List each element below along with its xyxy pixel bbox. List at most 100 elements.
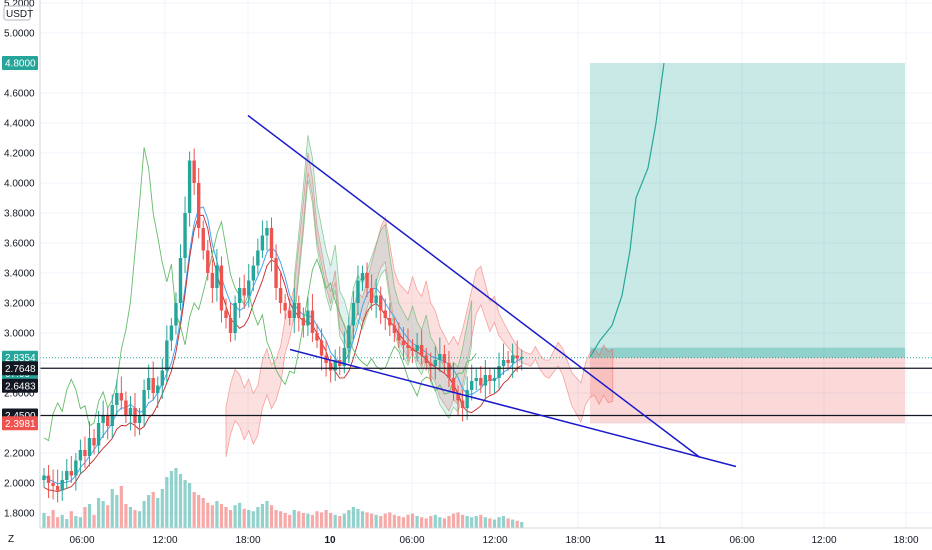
volume-bar [420, 517, 424, 528]
volume-bar [97, 498, 101, 528]
candle-body [219, 265, 224, 311]
horizontal-levels[interactable] [40, 357, 932, 417]
volume-bar [315, 511, 319, 528]
candle-body [483, 375, 488, 386]
volume-bar [370, 513, 374, 528]
lagging-span [43, 147, 477, 442]
volume-bar [137, 511, 142, 528]
candle-body [451, 378, 456, 393]
volume-bar [374, 514, 378, 528]
x-tick-label: 12:00 [482, 535, 507, 546]
volume-bar [78, 517, 82, 528]
volume-bar [206, 502, 210, 528]
volume-bar [60, 514, 64, 528]
candle-body [438, 354, 442, 360]
volume-bar [219, 504, 224, 528]
candle-body [74, 460, 78, 476]
volume-bar [251, 511, 255, 528]
candle-body [201, 228, 205, 251]
volume-bar [238, 502, 242, 528]
volume-bar [283, 513, 287, 528]
candle-body [46, 475, 51, 483]
volume-bar [74, 516, 78, 528]
candle-body [406, 345, 410, 348]
candle-body [328, 363, 333, 371]
price-axis[interactable]: 1.80002.00002.20002.40002.60002.80003.00… [0, 0, 41, 550]
volume-bar [360, 511, 365, 528]
candle-body [96, 423, 101, 446]
y-tick-label: 3.0000 [4, 329, 35, 340]
volume-bar [56, 517, 60, 528]
candle-body [206, 250, 210, 273]
y-tick-label: 5.2000 [4, 0, 35, 10]
y-tick-label: 2.0000 [4, 479, 35, 490]
trendlines[interactable] [247, 114, 737, 468]
candle-body [315, 333, 319, 341]
candle-body [474, 378, 478, 381]
candle-body [106, 415, 110, 426]
entry-band [590, 347, 905, 358]
candle-body [115, 393, 119, 405]
currency-box [3, 5, 31, 21]
volume-bar [392, 514, 396, 528]
y-tick-label: 4.0000 [4, 179, 35, 190]
volume-bar [479, 514, 483, 528]
y-tick-label: 2.2000 [4, 449, 35, 460]
volume-bar [46, 516, 51, 528]
candle-body [51, 483, 55, 486]
volume-bar [410, 513, 415, 528]
candle-body [479, 378, 483, 386]
candle-body [374, 295, 378, 303]
volume-bar [215, 501, 219, 528]
volume-bar [520, 522, 524, 528]
volume-bar [470, 517, 474, 528]
candle-body [169, 325, 174, 341]
lower-trendline [289, 348, 737, 468]
volume-bar [197, 495, 201, 528]
volume-bar [501, 516, 506, 528]
x-tick-label: 18:00 [235, 535, 260, 546]
volume-bar [260, 504, 264, 528]
candle-body [137, 415, 142, 423]
candle-body [520, 357, 524, 359]
volume-bar [447, 516, 451, 528]
candle-body [506, 360, 510, 363]
y-tick-label: 4.4000 [4, 119, 35, 130]
candle-body [146, 378, 151, 390]
y-tick-label: 1.8000 [4, 509, 35, 520]
candle-body [83, 450, 87, 456]
candle-body [119, 393, 124, 401]
candle-body [392, 325, 397, 333]
volume-bar [274, 510, 278, 528]
volume-bar [228, 510, 233, 528]
price-badge-label: 2.6483 [5, 381, 36, 392]
volume-bar [301, 513, 305, 528]
candle-body [283, 303, 287, 311]
candle-body [101, 415, 105, 423]
y-tick-label: 3.4000 [4, 269, 35, 280]
candle-body [55, 486, 60, 491]
price-badge [2, 378, 38, 393]
candle-body [383, 310, 387, 318]
volume-bar [133, 510, 137, 528]
volume-bar [247, 510, 251, 528]
loss-zone [590, 357, 905, 424]
x-tick-label: 06:00 [729, 535, 754, 546]
volume-bar [83, 507, 87, 528]
candle-body [197, 183, 201, 228]
volume-bar [333, 514, 337, 528]
time-axis[interactable]: 06:00 12:00 18:00 10 06:00 12:00 18:00 11 06:00 1… [40, 527, 932, 550]
volume-bar [256, 507, 260, 528]
y-tick-label: 3.8000 [4, 209, 35, 220]
candle-body [347, 325, 351, 348]
price-badge [2, 361, 38, 376]
volume-bar [351, 507, 355, 528]
volume-bar [188, 483, 192, 528]
upper-trendline [247, 114, 701, 459]
candle-body [69, 471, 73, 476]
x-tick-label: 11 [655, 535, 666, 546]
candle-body [433, 360, 437, 366]
candle-body [124, 400, 128, 416]
candle-body [288, 310, 292, 318]
